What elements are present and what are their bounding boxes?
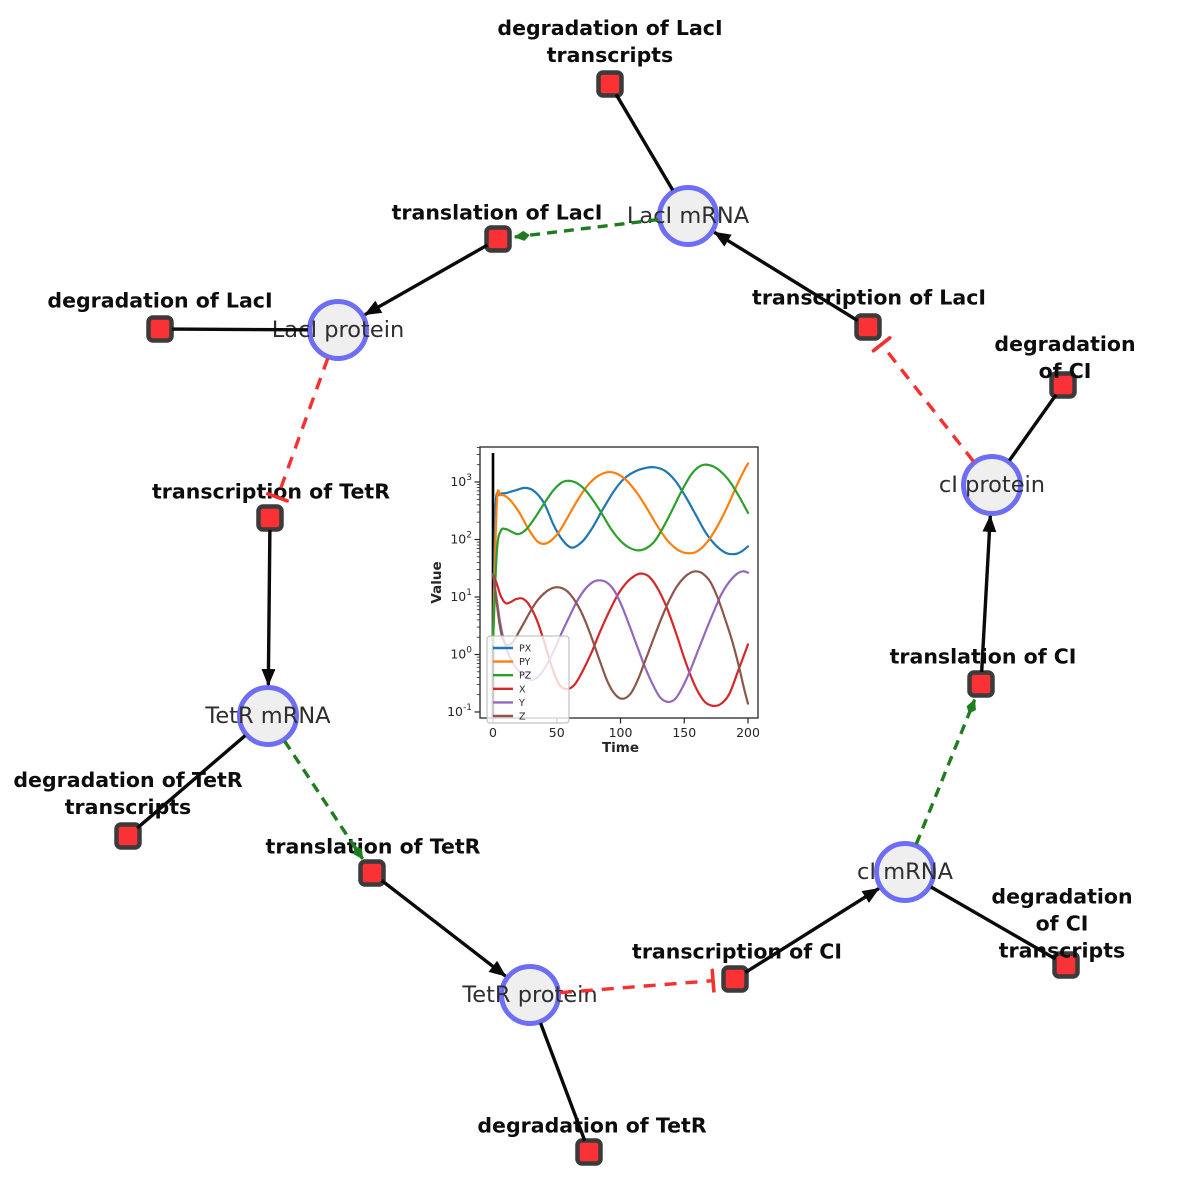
reaction-label-translation-ci: translation of CI — [889, 644, 1077, 669]
y-tick-label: 103 — [450, 473, 472, 489]
reaction-label-deg-tetr: degradation of TetR — [477, 1113, 707, 1138]
reaction-node-translation-ci — [967, 670, 995, 698]
reaction-node-translation-laci — [484, 225, 512, 253]
reaction-label-translation-tetr: translation of TetR — [265, 834, 481, 859]
reaction-node-deg-laci-transcripts — [596, 70, 624, 98]
chart-series-PX — [491, 465, 750, 646]
reaction-label-deg-laci-transcripts: degradation of LacI transcripts — [497, 15, 723, 67]
y-tick-label: 100 — [450, 646, 472, 662]
chart-series-group — [491, 462, 750, 708]
species-node-tetr-mrna — [237, 685, 299, 747]
species-label-ci-protein: cI protein — [938, 472, 1046, 498]
reaction-label-translation-laci: translation of LacI — [391, 200, 603, 225]
legend-label-PY: PY — [519, 657, 531, 668]
chart-series-PY — [491, 462, 750, 646]
legend-label-PZ: PZ — [519, 671, 532, 682]
species-label-ci-mrna: cI mRNA — [857, 859, 953, 885]
legend-label-Z: Z — [519, 712, 526, 723]
species-label-tetr-mrna: TetR mRNA — [205, 703, 331, 729]
x-tick-label: 150 — [672, 725, 696, 740]
reaction-node-deg-ci-transcripts — [1052, 951, 1080, 979]
reaction-label-transcription-tetr: transcription of TetR — [151, 479, 391, 504]
reaction-node-deg-tetr — [575, 1138, 603, 1166]
species-node-tetr-protein — [499, 964, 561, 1026]
y-axis-label: Value — [430, 561, 445, 603]
chart-legend: PX PY PZ XYZ — [486, 635, 570, 724]
y-tick-label: 102 — [450, 531, 472, 547]
reaction-label-deg-ci: degradation of CI — [994, 331, 1136, 383]
reaction-label-transcription-ci: transcription of CI — [632, 939, 842, 964]
reaction-node-transcription-tetr — [256, 504, 284, 532]
y-tick-label: 101 — [450, 588, 472, 604]
species-label-tetr-protein: TetR protein — [462, 982, 598, 1008]
species-node-laci-protein — [307, 299, 369, 361]
species-node-ci-protein — [961, 454, 1023, 516]
reaction-label-deg-laci: degradation of LacI — [47, 288, 273, 313]
y-tick-label: 10-1 — [447, 703, 472, 719]
reaction-node-deg-laci — [146, 315, 174, 343]
legend-label-Y: Y — [518, 698, 525, 709]
reaction-node-deg-ci — [1049, 371, 1077, 399]
x-tick-label: 50 — [549, 725, 565, 740]
legend-label-X: X — [519, 684, 526, 695]
reaction-label-deg-ci-transcripts: degradation of CI transcripts — [991, 884, 1133, 963]
x-axis-label: Time — [602, 740, 639, 756]
legend-label-PX: PX — [519, 644, 532, 655]
reaction-node-transcription-ci — [721, 965, 749, 993]
reaction-node-deg-tetr-transcripts — [114, 822, 142, 850]
reaction-node-transcription-laci — [854, 313, 882, 341]
x-tick-label: 0 — [489, 725, 497, 740]
chart-series-PZ — [491, 463, 750, 646]
species-node-ci-mrna — [874, 841, 936, 903]
species-label-laci-protein: LacI protein — [271, 317, 405, 343]
x-tick-label: 200 — [736, 725, 760, 740]
reaction-node-translation-tetr — [358, 859, 386, 887]
species-node-laci-mrna — [657, 185, 719, 247]
chart-frame — [479, 446, 759, 719]
species-label-laci-mrna: LacI mRNA — [626, 203, 750, 229]
x-tick-label: 100 — [609, 725, 633, 740]
chart-series-X — [491, 572, 750, 708]
reaction-label-deg-tetr-transcripts: degradation of TetR transcripts — [13, 767, 243, 819]
chart-series-Z — [491, 570, 750, 705]
reaction-label-transcription-laci: transcription of LacI — [752, 285, 986, 310]
